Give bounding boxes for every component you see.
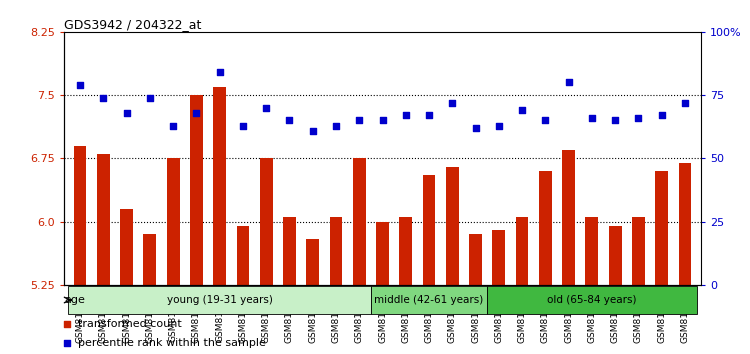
Point: [586, 115, 598, 121]
Bar: [632, 217, 645, 285]
Point: [98, 95, 109, 101]
Point: [406, 88, 418, 94]
Bar: [539, 171, 552, 285]
Bar: [656, 171, 668, 285]
Bar: [446, 167, 459, 285]
Bar: [306, 239, 319, 285]
Bar: [679, 162, 692, 285]
Point: [144, 95, 156, 101]
Point: [400, 113, 412, 118]
Point: [470, 125, 482, 131]
Point: [167, 123, 179, 129]
Bar: [488, 286, 697, 314]
Text: GDS3942 / 204322_at: GDS3942 / 204322_at: [64, 18, 201, 31]
Point: [609, 118, 621, 123]
Point: [74, 82, 86, 88]
Point: [330, 123, 342, 129]
Bar: [74, 146, 86, 285]
Bar: [370, 286, 488, 314]
Point: [284, 118, 296, 123]
Point: [446, 100, 458, 105]
Bar: [562, 150, 575, 285]
Bar: [329, 217, 342, 285]
Point: [562, 80, 574, 85]
Point: [307, 128, 319, 133]
Point: [539, 118, 551, 123]
Bar: [213, 87, 226, 285]
Bar: [493, 230, 506, 285]
Point: [679, 100, 691, 105]
Point: [260, 105, 272, 110]
Bar: [190, 95, 202, 285]
Text: percentile rank within the sample: percentile rank within the sample: [78, 338, 266, 348]
Bar: [236, 226, 249, 285]
Point: [121, 110, 133, 116]
Point: [214, 69, 226, 75]
Point: [632, 115, 644, 121]
Point: [493, 123, 505, 129]
Bar: [376, 222, 389, 285]
Point: [406, 266, 418, 271]
Point: [353, 118, 365, 123]
Bar: [586, 217, 598, 285]
Text: young (19-31 years): young (19-31 years): [166, 295, 272, 305]
Bar: [68, 286, 370, 314]
Bar: [609, 226, 622, 285]
Bar: [399, 217, 412, 285]
Bar: [120, 209, 133, 285]
Point: [516, 108, 528, 113]
Point: [656, 113, 668, 118]
Point: [190, 110, 202, 116]
Bar: [166, 159, 179, 285]
Bar: [260, 159, 272, 285]
Point: [376, 118, 388, 123]
Bar: [516, 217, 529, 285]
Bar: [352, 159, 366, 285]
Bar: [143, 234, 156, 285]
Text: old (65-84 years): old (65-84 years): [548, 295, 637, 305]
Point: [237, 123, 249, 129]
Text: age: age: [64, 295, 85, 305]
Bar: [97, 154, 109, 285]
Bar: [423, 175, 436, 285]
Bar: [283, 217, 296, 285]
Text: middle (42-61 years): middle (42-61 years): [374, 295, 484, 305]
Point: [423, 113, 435, 118]
Text: transformed count: transformed count: [78, 319, 182, 329]
Bar: [470, 234, 482, 285]
